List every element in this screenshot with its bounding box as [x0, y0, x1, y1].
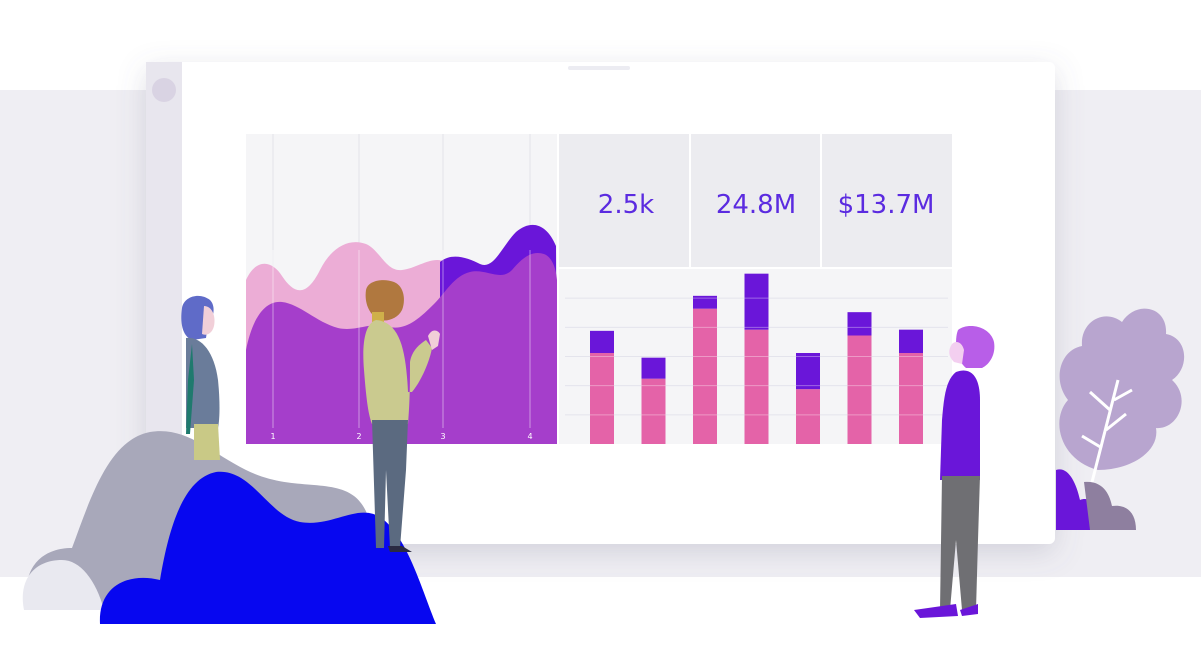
kpi-value: $13.7M — [838, 190, 935, 220]
kpi-value: 2.5k — [598, 190, 654, 220]
bar-segment-bottom[interactable] — [693, 309, 717, 444]
bar-segment-top[interactable] — [642, 358, 666, 379]
bar-segment-top[interactable] — [745, 274, 769, 330]
bar-segment-top[interactable] — [796, 353, 820, 389]
window-handle[interactable] — [568, 66, 630, 70]
bar-segment-top[interactable] — [590, 331, 614, 353]
x-tick-label: 1 — [270, 432, 275, 441]
kpi-cards: 2.5k 24.8M $13.7M — [559, 134, 952, 267]
x-tick-label: 3 — [440, 432, 445, 441]
bar-segment-bottom[interactable] — [590, 353, 614, 444]
x-tick-label: 4 — [527, 432, 532, 441]
bar-segment-top[interactable] — [899, 330, 923, 353]
bar-segment-bottom[interactable] — [745, 330, 769, 444]
circle-icon[interactable] — [152, 78, 176, 102]
bar-segment-bottom[interactable] — [796, 389, 820, 444]
kpi-value: 24.8M — [716, 190, 796, 220]
bar-segment-bottom[interactable] — [899, 353, 923, 444]
x-tick-label: 2 — [356, 432, 361, 441]
bar-chart — [559, 269, 952, 444]
bar-segment-bottom[interactable] — [848, 336, 872, 445]
bar-segment-bottom[interactable] — [642, 379, 666, 444]
bar-segment-top[interactable] — [848, 312, 872, 335]
illustration-canvas: 1 2 3 4 2.5k 24.8M $13.7M — [0, 0, 1201, 650]
